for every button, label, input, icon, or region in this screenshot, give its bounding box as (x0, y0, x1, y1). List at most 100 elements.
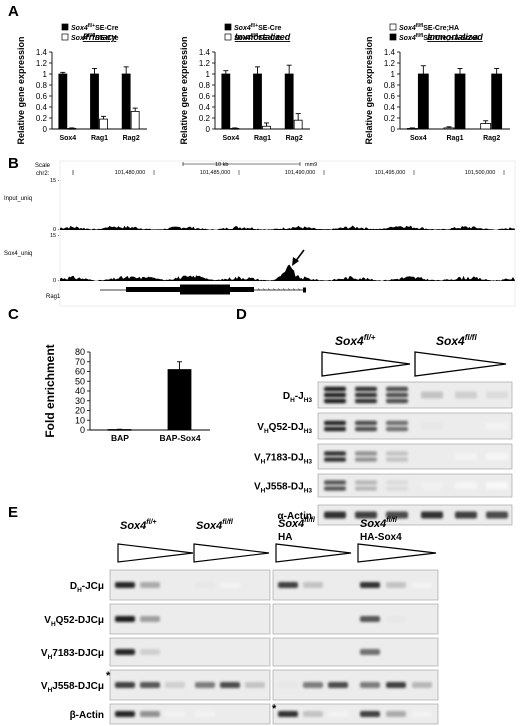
band-shape (278, 582, 298, 588)
legend-sup: fl/fl (416, 33, 424, 39)
x-tick-label: Sox4 (410, 135, 427, 142)
gel-band (360, 711, 380, 717)
y-tick-label: 1.4 (384, 48, 396, 57)
band-shape (220, 582, 240, 588)
y-tick-label: 1 (43, 70, 48, 79)
y-tick-label: 1.2 (199, 59, 211, 68)
gel-band (386, 457, 408, 462)
y-tick-label: 0.4 (384, 103, 396, 112)
label-sub: H3 (304, 488, 313, 495)
gel-band (421, 391, 443, 399)
gel-band (421, 453, 443, 460)
label-mid: 7183-DJ (265, 453, 303, 464)
intron-arrow (257, 288, 261, 291)
intron-arrow (272, 288, 276, 291)
y-tick-label: 50 (75, 376, 85, 386)
y-tick-label: 0.4 (199, 103, 211, 112)
band-shape (486, 482, 508, 489)
scale-label: Scale (35, 163, 51, 169)
band-shape (421, 422, 443, 430)
legend-rest: SE-Cre (258, 35, 281, 42)
y-tick-label: 70 (75, 357, 85, 367)
label-sub: H (48, 654, 53, 661)
gel-band (386, 398, 408, 404)
band-shape (140, 711, 160, 717)
label-pre: V (41, 681, 48, 692)
chr-label: chr2: (36, 171, 50, 177)
band-shape (165, 711, 185, 717)
legend-rest: SE-Cre (95, 35, 118, 42)
group-sup: fl/fl (304, 517, 316, 524)
gradient-wedge (321, 351, 411, 377)
band-shape (486, 453, 508, 460)
gel-band (140, 649, 160, 655)
x-tick-label: Rag2 (286, 135, 303, 142)
gel-band (486, 422, 508, 430)
band-shape (386, 486, 408, 491)
x-tick-label: BAP-Sox4 (159, 433, 200, 443)
label-pre: V (254, 453, 261, 464)
legend-sup: fl/fl (251, 33, 259, 39)
label-mid: -J (295, 391, 304, 402)
bar (480, 123, 492, 130)
track-input-min: 0 - (53, 227, 60, 233)
label-sub: H3 (304, 459, 313, 466)
x-tick-label: Sox4 (222, 135, 239, 142)
y-tick-label: 0 (391, 125, 396, 134)
intron-arrow (297, 288, 301, 291)
band-shape (386, 582, 406, 588)
gel-band (486, 453, 508, 460)
gel-band (355, 457, 377, 462)
peak-arrow (292, 249, 305, 266)
gel-d-group2-label: Sox4fl/fl (436, 333, 477, 348)
gel-row: VH7183-DJCμ (41, 637, 439, 667)
band-shape (140, 682, 160, 688)
band-shape (355, 420, 377, 426)
gel-band (386, 711, 406, 717)
band-shape (455, 453, 477, 460)
legend-sup: fl/+ (88, 23, 95, 29)
y-tick-label: 0 (80, 425, 85, 435)
group-name: Sox4 (278, 518, 304, 530)
y-tick-label: 1 (391, 70, 396, 79)
band-shape (360, 711, 380, 717)
legend-name: Sox4 (71, 25, 88, 32)
gel-band (115, 711, 135, 717)
bar (406, 128, 418, 130)
band-shape (115, 616, 135, 622)
y-tick-label: 1.2 (36, 59, 48, 68)
label-pre: D (70, 581, 77, 592)
gel-band (245, 682, 265, 688)
gel-row: β-Actin (70, 703, 439, 725)
y-tick-label: 1.4 (36, 48, 48, 57)
label-pre: α-Actin (278, 511, 312, 522)
gel-band (412, 711, 432, 717)
label-sub: H (77, 587, 82, 594)
gel-row-label: VHQ52-DJH3 (257, 422, 312, 435)
label-pre: V (41, 648, 48, 659)
group-name: Sox4 (120, 520, 146, 532)
band-shape (386, 480, 408, 485)
y-tick-label: 0.6 (384, 92, 396, 101)
gel-band (324, 398, 346, 404)
track-sox4-max: 15 - (50, 233, 60, 239)
gel-band (355, 511, 377, 519)
legend-rest: SE-Cre;HA (423, 25, 459, 32)
legend-swatch (389, 23, 397, 31)
gel-band (360, 582, 380, 588)
band-shape (115, 582, 135, 588)
gel-band (328, 682, 348, 688)
gel-band (220, 682, 240, 688)
track-sox4-name: Sox4_uniq (4, 251, 32, 257)
label-mid: Q52-DJ (269, 422, 304, 433)
gel-band (455, 482, 477, 489)
legend-rest: SE-Cre;HA-Sox4 (423, 35, 478, 42)
band-shape (360, 582, 380, 588)
band-shape (303, 711, 323, 717)
intron-arrow (262, 288, 266, 291)
band-shape (455, 422, 477, 430)
gel-band (486, 482, 508, 489)
gradient-wedge (117, 543, 194, 563)
group-name: Sox4 (196, 520, 222, 532)
genome-browser-panel: Scale chr2: 10 kb mm9 101,480,000 101,485… (4, 160, 516, 307)
